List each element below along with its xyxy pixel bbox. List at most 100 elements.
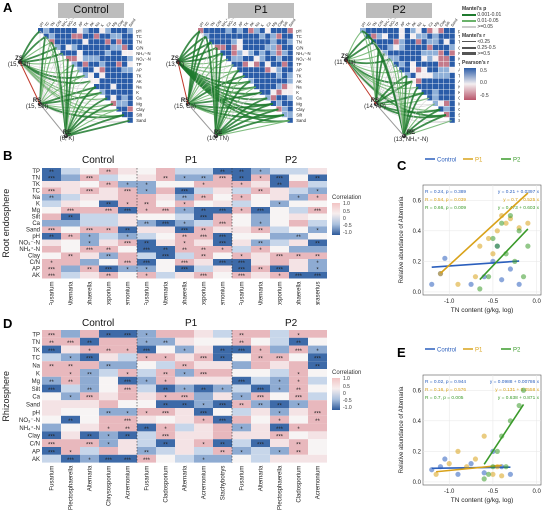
heatmap-cell — [232, 431, 251, 440]
correlation-cell — [237, 33, 243, 39]
significance-mark: ** — [87, 341, 92, 347]
heatmap-cell — [270, 239, 289, 246]
heatmap-cell — [42, 168, 61, 175]
variable-label: Clay — [136, 107, 145, 112]
correlation-cell — [248, 39, 254, 45]
heatmap-cell — [194, 439, 213, 447]
heatmap-cell — [232, 408, 251, 416]
correlation-cell — [449, 100, 455, 106]
heatmap-cell — [61, 447, 80, 455]
heatmap-cell — [194, 447, 213, 455]
significance-mark: * — [183, 209, 186, 215]
legend-label: P2 — [513, 348, 521, 354]
significance-mark: *** — [314, 209, 322, 215]
node-label: RS (15, Silt) — [25, 98, 49, 110]
heatmap-cell — [289, 194, 308, 201]
correlation-cell — [82, 44, 88, 50]
heatmap-cell — [61, 392, 80, 401]
significance-mark: *** — [219, 177, 227, 183]
heatmap-cell — [99, 369, 118, 377]
heatmap-cell — [289, 213, 308, 220]
correlation-cell — [99, 28, 105, 34]
correlation-cell — [432, 33, 438, 39]
correlation-cell — [276, 72, 282, 78]
heatmap-cell — [251, 330, 270, 338]
significance-mark: * — [126, 268, 129, 274]
significance-mark: ** — [106, 274, 111, 280]
significance-mark: *** — [48, 229, 56, 235]
correlation-cell — [94, 33, 100, 39]
correlation-cell — [254, 39, 260, 45]
heatmap-cell — [80, 200, 99, 207]
significance-mark: ** — [144, 427, 149, 433]
colorbar-tick: 0.5 — [343, 209, 350, 215]
correlation-cell — [421, 89, 427, 95]
variable-label: Mg — [296, 101, 302, 106]
data-point — [507, 266, 514, 272]
correlation-cell — [237, 61, 243, 67]
heatmap-cell — [194, 239, 213, 246]
correlation-cell — [438, 39, 444, 45]
correlation-cell — [404, 44, 410, 50]
heatmap-cell — [175, 330, 194, 338]
correlation-cell — [287, 33, 293, 39]
correlation-cell — [399, 44, 405, 50]
significance-mark: * — [259, 222, 262, 228]
significance-mark: ** — [201, 177, 206, 183]
significance-mark: *** — [181, 396, 189, 402]
heatmap-group-title: Control — [82, 155, 115, 166]
variable-label: TK — [458, 73, 460, 78]
significance-mark: ** — [277, 183, 282, 189]
heatmap-cell — [137, 330, 156, 338]
heatmap-cell — [42, 181, 61, 188]
correlation-cell — [38, 28, 44, 34]
correlation-cell — [287, 39, 293, 45]
correlation-cell — [421, 50, 427, 56]
correlation-cell — [393, 61, 399, 67]
heatmap-cell — [175, 259, 194, 266]
significance-mark: *** — [238, 349, 246, 355]
correlation-cell — [105, 89, 111, 95]
correlation-cell — [404, 39, 410, 45]
data-point — [433, 471, 439, 477]
correlation-cell — [231, 33, 237, 39]
significance-mark: *** — [48, 435, 56, 441]
significance-mark: ** — [296, 450, 301, 456]
correlation-cell — [77, 28, 83, 34]
heatmap-cell — [308, 174, 327, 181]
correlation-cell — [110, 28, 116, 34]
correlation-cell — [270, 39, 276, 45]
significance-mark: * — [240, 427, 243, 433]
mantel-edge — [215, 102, 274, 137]
heatmap-cell — [213, 353, 232, 362]
significance-mark: *** — [257, 209, 265, 215]
heatmap-cell — [270, 423, 289, 432]
heatmap-cell — [61, 226, 80, 233]
heatmap-cell — [251, 239, 270, 246]
mantel-edge — [65, 64, 75, 137]
legend-label: P1 — [475, 348, 483, 354]
correlation-cell — [410, 56, 416, 62]
correlation-cell — [287, 56, 293, 62]
correlation-cell — [382, 28, 388, 34]
mantel-edge — [65, 69, 80, 137]
correlation-cell — [127, 112, 133, 118]
significance-mark: ** — [87, 388, 92, 394]
heatmap-cell — [137, 168, 156, 175]
heatmap-cell — [61, 361, 80, 369]
variable-label: Clay — [296, 107, 305, 112]
significance-mark: *** — [162, 255, 170, 261]
mantel-edge — [187, 102, 273, 109]
variable-label: Silt — [445, 20, 452, 27]
y-tick-label: 0.4 — [413, 419, 422, 425]
regression-equation: y = 0.0988 + 0.00786 x — [490, 379, 540, 385]
correlation-cell — [214, 39, 220, 45]
heatmap-cell — [42, 353, 61, 362]
heatmap-cell — [194, 226, 213, 233]
correlation-cell — [226, 44, 232, 50]
significance-mark: *** — [238, 268, 246, 274]
correlation-cell — [444, 84, 450, 90]
mantel-edge — [378, 47, 405, 137]
correlation-cell — [122, 95, 128, 101]
heatmap-cell — [194, 330, 213, 338]
